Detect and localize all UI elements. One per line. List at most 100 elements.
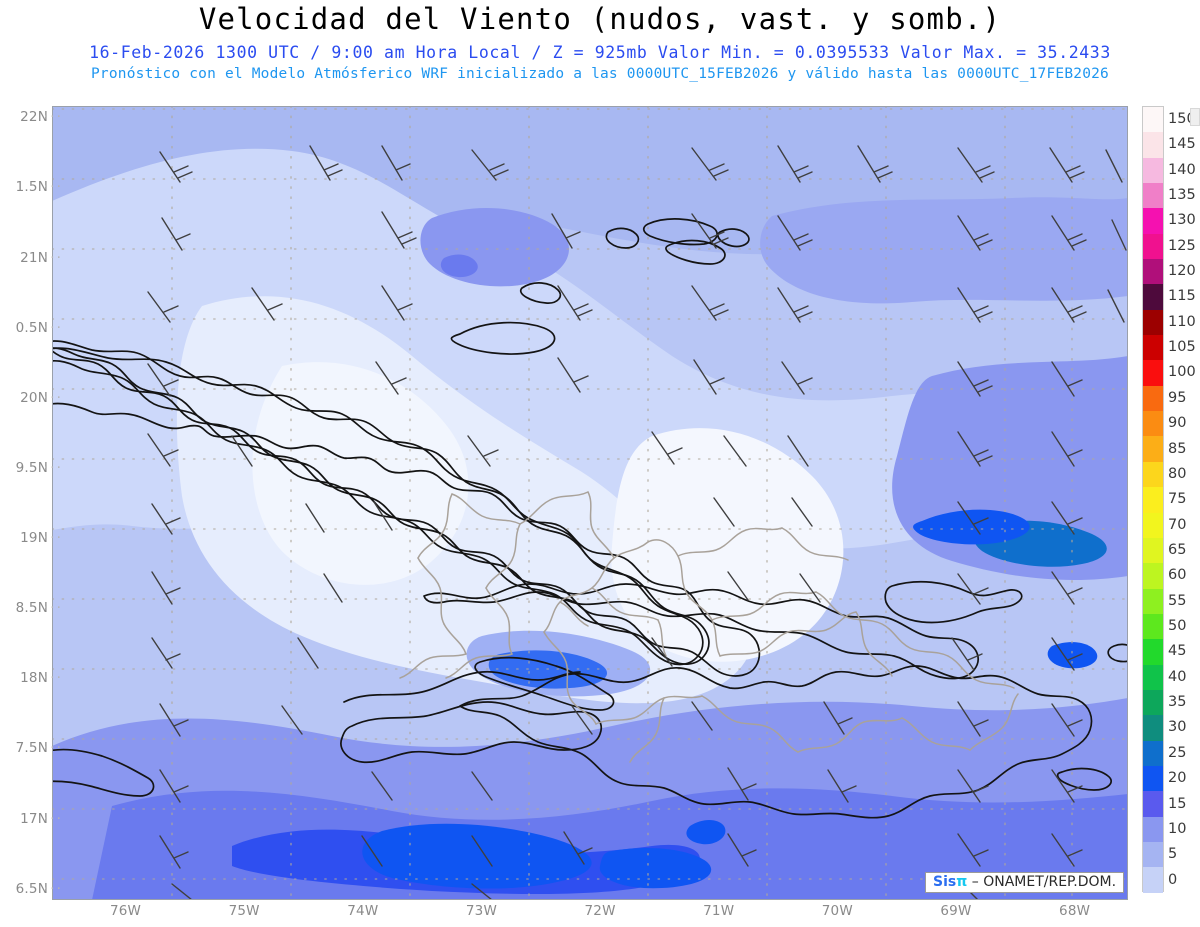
longitude-tick-label: 69W — [940, 903, 972, 919]
province-borders — [399, 491, 1019, 763]
colorbar-tick-label: 5 — [1168, 846, 1178, 863]
latitude-tick-mark: ··· — [44, 109, 63, 126]
latitude-tick-label: 17N — [20, 810, 48, 827]
latitude-tick-label: 19N — [20, 530, 48, 547]
colorbar-segment — [1143, 588, 1163, 614]
colorbar-segment — [1143, 411, 1163, 437]
colorbar-tick-label: 75 — [1168, 491, 1187, 508]
latitude-tick-mark: ··· — [44, 810, 63, 827]
colorbar-segment — [1143, 867, 1163, 893]
colorbar-segment — [1143, 132, 1163, 158]
colorbar-tick-label: 0 — [1168, 871, 1178, 888]
colorbar-tick-label: 80 — [1168, 465, 1187, 482]
plot-border — [52, 106, 1128, 900]
longitude-tick-label: 71W — [703, 903, 735, 919]
colorbar-segment — [1143, 487, 1163, 513]
colorbar-segment — [1143, 157, 1163, 184]
colorbar-tick-label: 90 — [1168, 415, 1187, 432]
colorbar-segment — [1143, 335, 1163, 361]
latitude-tick-label: 18N — [20, 670, 48, 687]
colorbar-segment — [1143, 107, 1163, 133]
colorbar-segment — [1143, 233, 1163, 260]
colorbar-tick-label: 70 — [1168, 516, 1187, 533]
colorbar-segment — [1143, 765, 1163, 792]
latitude-tick-mark: ··· — [44, 459, 63, 476]
colorbar-tick-label: 125 — [1168, 237, 1196, 254]
colorbar-tick-label: 135 — [1168, 187, 1196, 203]
figure-subtitle-line1: 16-Feb-2026 1300 UTC / 9:00 am Hora Loca… — [89, 43, 1111, 62]
latitude-tick-mark: ··· — [44, 670, 63, 687]
colorbar-tick-label: 40 — [1168, 668, 1187, 685]
wind-barbs — [147, 145, 1127, 900]
colorbar-segment — [1143, 791, 1163, 817]
latitude-tick-mark: ··· — [44, 319, 63, 336]
latitude-tick-label: 6.5N — [15, 880, 48, 897]
colorbar-tick-label: 95 — [1168, 389, 1187, 406]
latitude-tick-mark: ··· — [44, 389, 63, 406]
latitude-tick-label: 20N — [20, 389, 48, 406]
latitude-tick-mark: ··· — [44, 179, 63, 196]
colorbar-tick-label: 30 — [1168, 719, 1187, 736]
wind-speed-shading — [52, 106, 1128, 900]
colorbar-segment — [1143, 841, 1163, 868]
colorbar-segment — [1143, 436, 1163, 462]
colorbar-tick-label: 55 — [1168, 592, 1187, 609]
colorbar-tick-labels: 150 145 140 135 130 125 120 115 110 105 100 95 90 85 8… — [1168, 106, 1200, 892]
colorbar-segment — [1143, 385, 1163, 412]
colorbar-segment — [1143, 284, 1163, 310]
latitude-tick-label: 22N — [20, 109, 48, 126]
colorbar-segment — [1143, 664, 1163, 690]
colorbar-tick-label: 10 — [1168, 820, 1187, 837]
colorbar-tick-label: 115 — [1168, 288, 1196, 305]
longitude-tick-label: 73W — [465, 903, 497, 919]
longitude-tick-label: 68W — [1059, 903, 1091, 919]
latitude-tick-label: 9.5N — [15, 459, 48, 476]
latitude-tick-mark: ··· — [44, 740, 63, 757]
colorbar-segment — [1143, 740, 1163, 766]
latitude-tick-label: 21N — [20, 249, 48, 266]
figure-subtitle-line2: Pronóstico con el Modelo Atmósferico WRF… — [91, 66, 1109, 82]
colorbar-tick-label: 60 — [1168, 567, 1187, 584]
map-plot-area — [52, 106, 1128, 900]
colorbar-tick-label: 110 — [1168, 313, 1196, 330]
colorbar-segment — [1143, 689, 1163, 716]
colorbar-tick-label: 15 — [1168, 795, 1187, 812]
latitude-tick-mark: ··· — [44, 880, 63, 897]
latitude-tick-label: 8.5N — [15, 600, 48, 617]
colorbar-segment — [1143, 715, 1163, 741]
colorbar-tick-label: 150 — [1168, 110, 1196, 127]
colorbar-segment — [1143, 309, 1163, 336]
colorbar-tick-label: 20 — [1168, 770, 1187, 787]
colorbar-tick-label: 45 — [1168, 643, 1187, 660]
figure-title: Velocidad del Viento (nudos, vast. y som… — [198, 2, 1002, 36]
colorbar-tick-label: 25 — [1168, 744, 1187, 761]
colorbar-tick-label: 120 — [1168, 263, 1196, 280]
latitude-tick-mark: ··· — [44, 249, 63, 266]
sis-brand-text: Sis — [933, 874, 957, 890]
colorbar-segment — [1143, 537, 1163, 564]
latitude-tick-mark: ··· — [44, 530, 63, 547]
colorbar-segment — [1143, 816, 1163, 842]
latitude-tick-label: 0.5N — [15, 319, 48, 336]
organization-text: – ONAMET/REP.DOM. — [971, 874, 1117, 890]
scrollbar-sliver[interactable] — [1190, 108, 1200, 126]
colorbar-segment — [1143, 613, 1163, 640]
pi-symbol-icon: π — [956, 874, 968, 890]
colorbar-tick-label: 65 — [1168, 541, 1187, 558]
onamet-watermark: Sisπ – ONAMET/REP.DOM. — [925, 872, 1125, 893]
colorbar-segment — [1143, 360, 1163, 386]
longitude-tick-label: 74W — [347, 903, 379, 919]
longitude-tick-label: 76W — [109, 903, 142, 919]
longitude-tick-label: 70W — [821, 903, 853, 919]
colorbar-tick-label: 145 — [1168, 136, 1196, 153]
colorbar-tick-label: 100 — [1168, 364, 1196, 381]
colorbar-segment — [1143, 563, 1163, 589]
colorbar-tick-label: 130 — [1168, 212, 1196, 229]
latitude-tick-label: 7.5N — [15, 740, 48, 757]
longitude-tick-label: 75W — [228, 903, 260, 919]
colorbar-segment — [1143, 461, 1163, 488]
colorbar-segment — [1143, 183, 1163, 209]
colorbar-tick-label: 35 — [1168, 694, 1187, 711]
colorbar-tick-label: 50 — [1168, 618, 1187, 635]
